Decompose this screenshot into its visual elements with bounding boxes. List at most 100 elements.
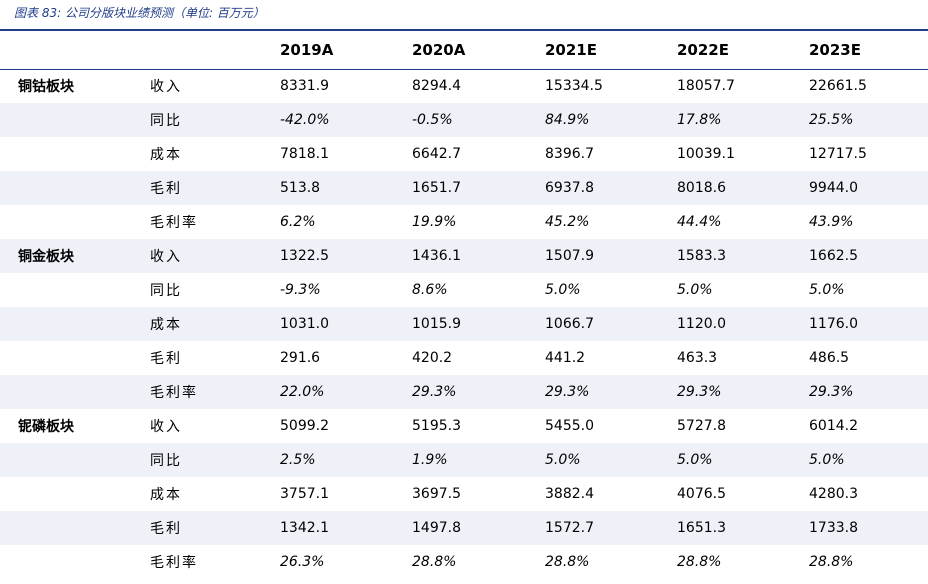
value-cell: -42.0%	[280, 103, 412, 137]
value-cell: 6937.8	[545, 171, 677, 205]
value-cell: 4280.3	[809, 486, 858, 502]
metric-label: 收入	[150, 419, 182, 435]
segment-label: 铜金板块	[0, 239, 150, 273]
value-cell: 420.2	[412, 350, 453, 366]
value-cell: 29.3%	[545, 375, 677, 409]
header-cell: 2023E	[809, 41, 861, 59]
table-row: 同比 2.5% 1.9% 5.0% 5.0% 5.0%	[0, 443, 928, 477]
value-cell: 17.8%	[677, 103, 809, 137]
value-cell: 1583.3	[677, 239, 809, 273]
table-row: 成本 3757.1 3697.5 3882.4 4076.5 4280.3	[0, 477, 928, 511]
value-cell: 26.3%	[280, 554, 325, 570]
value-cell: 1.9%	[412, 443, 545, 477]
table-row: 铜钴板块 收入 8331.9 8294.4 15334.5 18057.7 22661.5	[0, 69, 928, 103]
header-cell	[0, 31, 150, 69]
header-rule	[0, 69, 928, 70]
value-cell: 1733.8	[809, 511, 928, 545]
value-cell: 5455.0	[545, 418, 594, 434]
table-row: 同比 -9.3% 8.6% 5.0% 5.0% 5.0%	[0, 273, 928, 307]
segment-label	[0, 273, 150, 307]
metric-label: 毛利	[150, 171, 280, 205]
value-cell: 1322.5	[280, 239, 412, 273]
header-cell: 2019A	[280, 41, 334, 59]
value-cell: 29.3%	[677, 375, 809, 409]
value-cell: 1015.9	[412, 307, 545, 341]
value-cell: 3882.4	[545, 486, 594, 502]
value-cell: 1031.0	[280, 307, 412, 341]
value-cell: 6014.2	[809, 418, 858, 434]
forecast-table: 2019A 2020A 2021E 2022E 2023E 铜钴板块 收入 8331…	[0, 31, 928, 579]
metric-label: 同比	[150, 103, 280, 137]
value-cell: 5.0%	[677, 443, 809, 477]
value-cell: 1342.1	[280, 511, 412, 545]
table-row: 毛利率 22.0% 29.3% 29.3% 29.3% 29.3%	[0, 375, 928, 409]
value-cell: 3697.5	[412, 486, 461, 502]
value-cell: 1651.7	[412, 171, 545, 205]
segment-label	[0, 171, 150, 205]
segment-label	[0, 375, 150, 409]
value-cell: 28.8%	[545, 554, 590, 570]
table-row: 毛利 513.8 1651.7 6937.8 8018.6 9944.0	[0, 171, 928, 205]
table-row: 同比 -42.0% -0.5% 84.9% 17.8% 25.5%	[0, 103, 928, 137]
metric-label: 同比	[150, 283, 182, 299]
value-cell: 8396.7	[545, 146, 594, 162]
value-cell: 8294.4	[412, 78, 461, 94]
segment-label	[0, 477, 150, 511]
value-cell: 513.8	[280, 171, 412, 205]
value-cell: 84.9%	[545, 103, 677, 137]
value-cell: 5.0%	[677, 282, 713, 298]
table-row: 毛利 1342.1 1497.8 1572.7 1651.3 1733.8	[0, 511, 928, 545]
value-cell: 18057.7	[677, 78, 735, 94]
value-cell: 12717.5	[809, 146, 867, 162]
value-cell: 1572.7	[545, 511, 677, 545]
value-cell: 43.9%	[809, 214, 854, 230]
header-cell: 2021E	[545, 41, 597, 59]
value-cell: -0.5%	[412, 103, 545, 137]
value-cell: 291.6	[280, 350, 321, 366]
header-cell: 2020A	[412, 41, 466, 59]
value-cell: -9.3%	[280, 282, 321, 298]
value-cell: 6642.7	[412, 146, 461, 162]
value-cell: 22.0%	[280, 375, 412, 409]
value-cell: 15334.5	[545, 78, 603, 94]
table-row: 成本 7818.1 6642.7 8396.7 10039.1 12717.5	[0, 137, 928, 171]
segment-label	[0, 545, 150, 579]
metric-label: 收入	[150, 79, 182, 95]
table-caption: 图表 83: 公司分版块业绩预测（单位: 百万元）	[14, 6, 265, 20]
value-cell: 5.0%	[809, 282, 845, 298]
metric-label: 毛利率	[150, 375, 280, 409]
segment-label	[0, 205, 150, 239]
value-cell: 5099.2	[280, 418, 329, 434]
value-cell: 25.5%	[809, 103, 928, 137]
value-cell: 8.6%	[412, 282, 448, 298]
value-cell: 5727.8	[677, 418, 726, 434]
value-cell: 22661.5	[809, 78, 867, 94]
table-row: 成本 1031.0 1015.9 1066.7 1120.0 1176.0	[0, 307, 928, 341]
value-cell: 1651.3	[677, 511, 809, 545]
metric-label: 成本	[150, 487, 182, 503]
value-cell: 45.2%	[545, 214, 590, 230]
value-cell: 44.4%	[677, 214, 722, 230]
value-cell: 6.2%	[280, 214, 316, 230]
header-cell: 2022E	[677, 41, 729, 59]
value-cell: 5.0%	[545, 443, 677, 477]
segment-label	[0, 511, 150, 545]
table-row: 毛利率 26.3% 28.8% 28.8% 28.8% 28.8%	[0, 545, 928, 579]
value-cell: 463.3	[677, 350, 718, 366]
value-cell: 7818.1	[280, 146, 329, 162]
metric-label: 毛利率	[150, 215, 198, 231]
segment-label	[0, 307, 150, 341]
value-cell: 1662.5	[809, 239, 928, 273]
table-row: 毛利率 6.2% 19.9% 45.2% 44.4% 43.9%	[0, 205, 928, 239]
header-row: 2019A 2020A 2021E 2022E 2023E	[0, 31, 928, 69]
metric-label: 成本	[150, 307, 280, 341]
value-cell: 1176.0	[809, 307, 928, 341]
segment-label: 铜钴板块	[18, 79, 74, 95]
segment-label	[0, 443, 150, 477]
value-cell: 29.3%	[809, 375, 928, 409]
table-row: 铌磷板块 收入 5099.2 5195.3 5455.0 5727.8 6014.2	[0, 409, 928, 443]
value-cell: 1497.8	[412, 511, 545, 545]
value-cell: 28.8%	[677, 554, 722, 570]
value-cell: 1066.7	[545, 307, 677, 341]
metric-label: 收入	[150, 239, 280, 273]
